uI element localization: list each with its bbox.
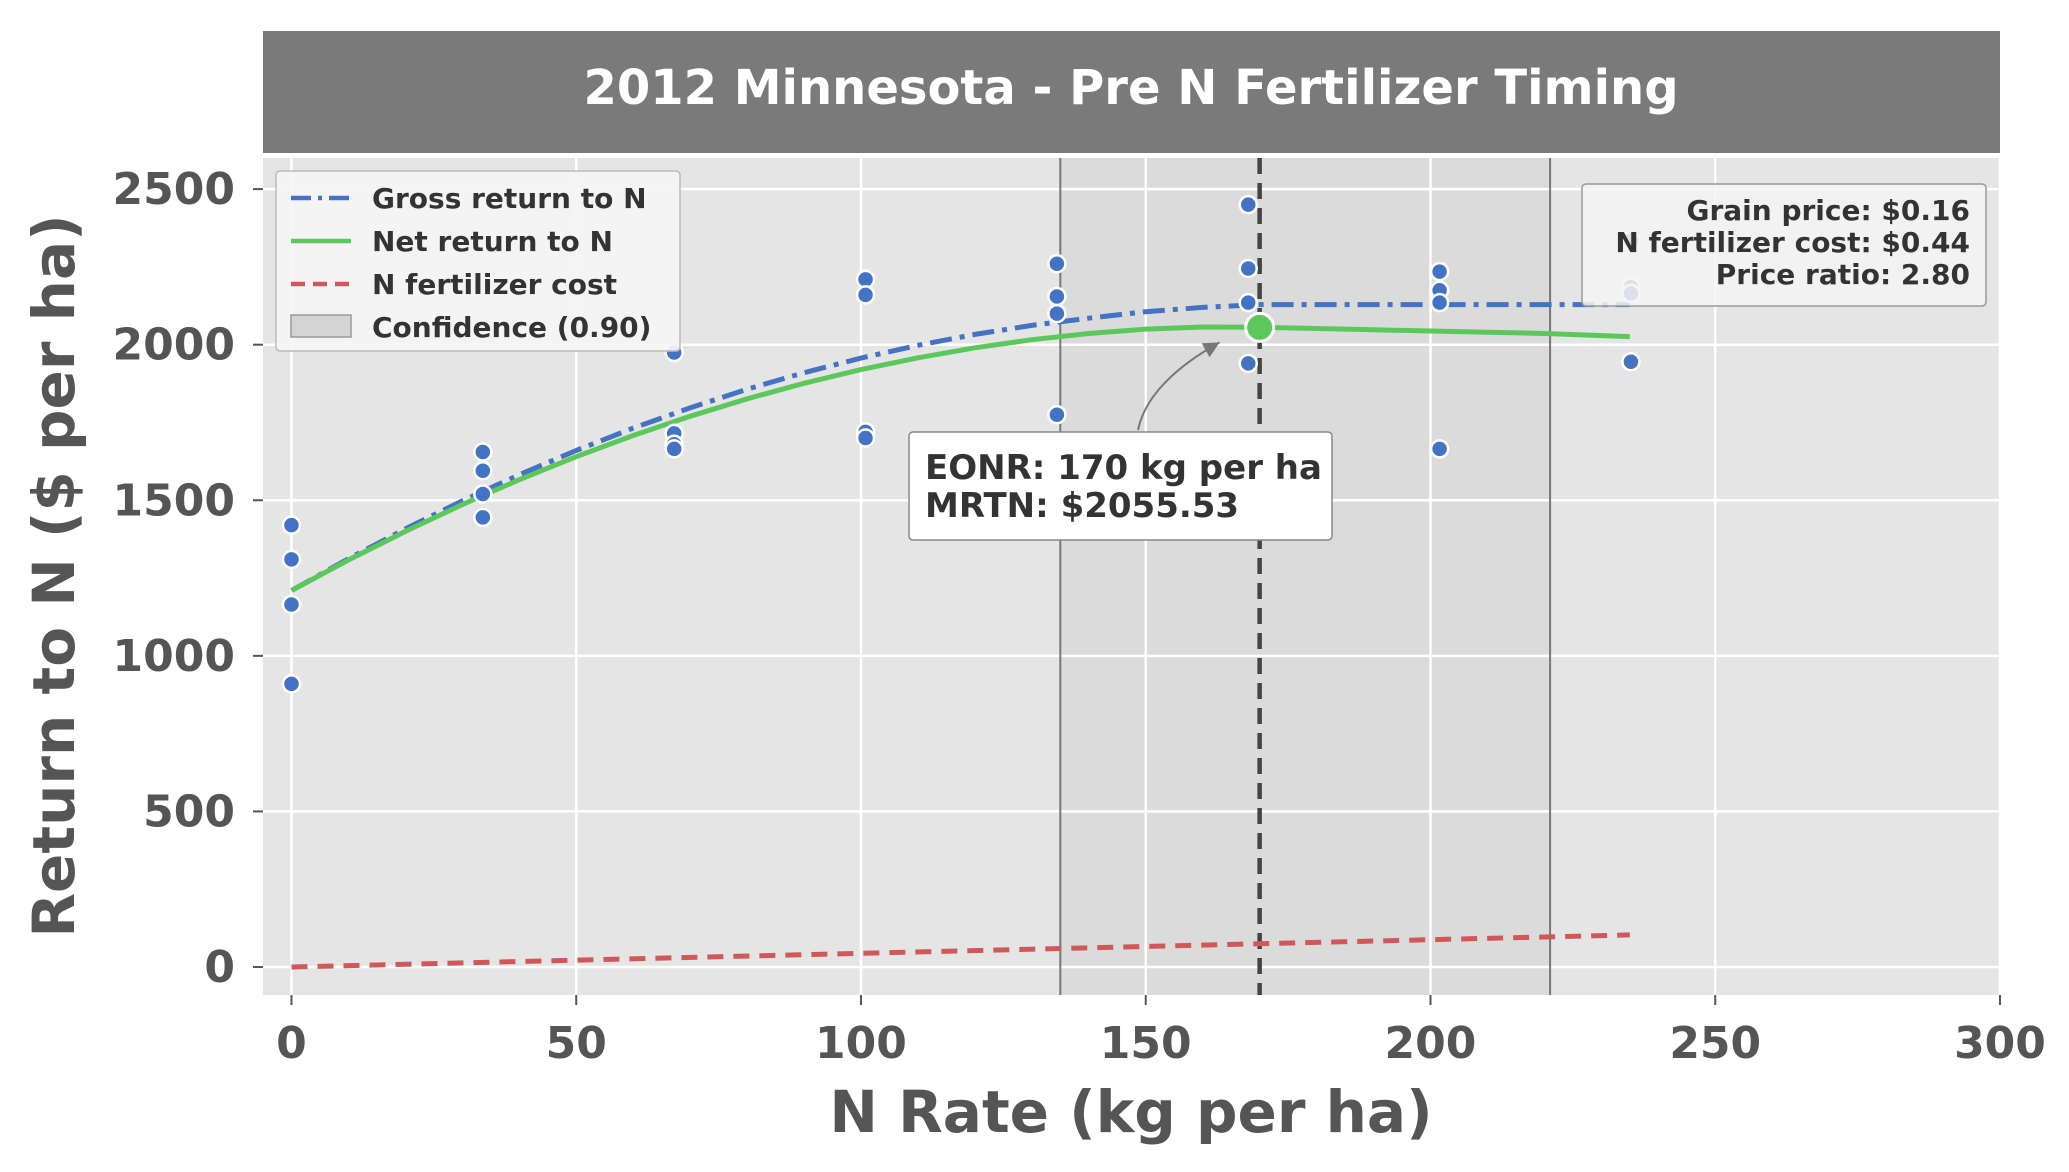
x-tick-label: 250 <box>1669 1018 1761 1069</box>
legend-box <box>275 170 681 352</box>
y-tick-label: 1500 <box>113 475 235 526</box>
observation-point <box>1621 352 1641 372</box>
observation-point <box>1429 439 1450 459</box>
legend-label-net: Net return to N <box>372 225 613 258</box>
observation-point <box>855 428 876 448</box>
legend: Gross return to N Net return to N N fert… <box>275 170 681 352</box>
fertilizer-cost-line <box>291 932 1630 970</box>
y-axis-title: Return to N ($ per ha) <box>20 214 88 937</box>
observation-point <box>473 484 493 504</box>
legend-label-confidence: Confidence (0.90) <box>372 311 651 344</box>
x-tick-label: 0 <box>276 1018 307 1069</box>
observation-point <box>1429 261 1450 282</box>
annotation-box <box>908 431 1333 541</box>
eonr-point <box>1244 311 1276 343</box>
annotation-mrtn: MRTN: $2055.53 <box>925 486 1239 526</box>
annotation-eonr: EONR: 170 kg per ha <box>925 448 1322 488</box>
observation-point <box>281 594 302 615</box>
y-tick-label: 0 <box>204 942 235 993</box>
legend-label-gross: Gross return to N <box>372 182 647 215</box>
eonr-annotation: EONR: 170 kg per ha MRTN: $2055.53 <box>908 341 1333 541</box>
y-tick-label: 500 <box>143 786 235 837</box>
info-box: Grain price: $0.16 N fertilizer cost: $0… <box>1581 183 1987 307</box>
observation-point <box>1429 292 1450 313</box>
y-tick-label: 2500 <box>113 164 235 215</box>
x-tick-label: 300 <box>1954 1018 2046 1069</box>
y-tick-label: 2000 <box>113 320 235 371</box>
info-grain-price: Grain price: $0.16 <box>1686 194 1970 227</box>
observation-point <box>1238 353 1258 374</box>
observation-point <box>473 460 493 481</box>
x-axis-title: N Rate (kg per ha) <box>829 1078 1432 1146</box>
observation-point <box>1047 254 1067 274</box>
annotation-arrow <box>1137 341 1221 431</box>
x-tick-label: 50 <box>546 1018 607 1069</box>
observation-point <box>1238 194 1258 215</box>
legend-swatch-confidence <box>290 314 352 338</box>
x-tick-label: 100 <box>815 1018 907 1069</box>
info-fertilizer-cost: N fertilizer cost: $0.44 <box>1615 226 1970 259</box>
observation-point <box>1238 258 1258 279</box>
annotation-arrowhead <box>1201 342 1220 358</box>
observation-point <box>1047 404 1067 425</box>
observation-point <box>281 674 302 694</box>
observation-point <box>281 549 302 570</box>
net-return-line <box>290 324 1630 593</box>
observation-point <box>473 442 493 462</box>
info-price-ratio: Price ratio: 2.80 <box>1716 258 1970 291</box>
confidence-band <box>1060 158 1551 995</box>
observation-point <box>473 507 493 528</box>
chart-title: 2012 Minnesota - Pre N Fertilizer Timing <box>583 60 1678 116</box>
observation-point <box>855 285 876 305</box>
info-box-frame <box>1581 183 1987 307</box>
observation-point <box>1238 292 1258 313</box>
gross-return-line <box>290 302 1630 593</box>
observation-point <box>664 439 684 459</box>
observation-point <box>1047 303 1067 324</box>
title-bar <box>263 31 2000 153</box>
legend-label-cost: N fertilizer cost <box>372 268 617 301</box>
x-tick-label: 200 <box>1385 1018 1477 1069</box>
y-tick-label: 1000 <box>113 631 235 682</box>
observation-point <box>1047 286 1067 307</box>
observation-point <box>281 515 302 535</box>
x-tick-label: 150 <box>1100 1018 1192 1069</box>
